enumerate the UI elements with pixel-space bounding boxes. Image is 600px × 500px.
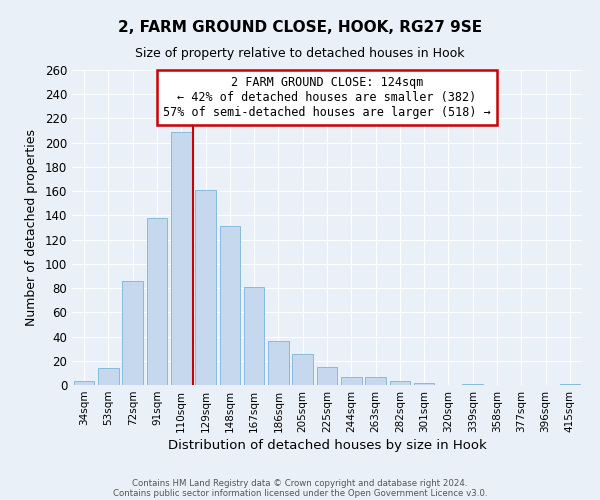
Bar xyxy=(220,226,240,385)
Text: Size of property relative to detached houses in Hook: Size of property relative to detached ho… xyxy=(135,48,465,60)
Text: Contains public sector information licensed under the Open Government Licence v3: Contains public sector information licen… xyxy=(113,488,487,498)
Bar xyxy=(389,382,410,385)
Bar xyxy=(146,218,167,385)
Bar xyxy=(463,384,483,385)
Y-axis label: Number of detached properties: Number of detached properties xyxy=(25,129,38,326)
Text: Contains HM Land Registry data © Crown copyright and database right 2024.: Contains HM Land Registry data © Crown c… xyxy=(132,478,468,488)
Bar xyxy=(171,132,191,385)
Bar xyxy=(560,384,580,385)
Bar xyxy=(244,287,265,385)
Bar xyxy=(317,367,337,385)
Text: 2, FARM GROUND CLOSE, HOOK, RG27 9SE: 2, FARM GROUND CLOSE, HOOK, RG27 9SE xyxy=(118,20,482,35)
Bar xyxy=(195,190,216,385)
Bar xyxy=(365,376,386,385)
Bar xyxy=(341,376,362,385)
Bar xyxy=(74,382,94,385)
Bar xyxy=(122,281,143,385)
X-axis label: Distribution of detached houses by size in Hook: Distribution of detached houses by size … xyxy=(167,439,487,452)
Text: 2 FARM GROUND CLOSE: 124sqm
← 42% of detached houses are smaller (382)
57% of se: 2 FARM GROUND CLOSE: 124sqm ← 42% of det… xyxy=(163,76,491,120)
Bar xyxy=(268,342,289,385)
Bar xyxy=(414,382,434,385)
Bar xyxy=(292,354,313,385)
Bar xyxy=(98,368,119,385)
